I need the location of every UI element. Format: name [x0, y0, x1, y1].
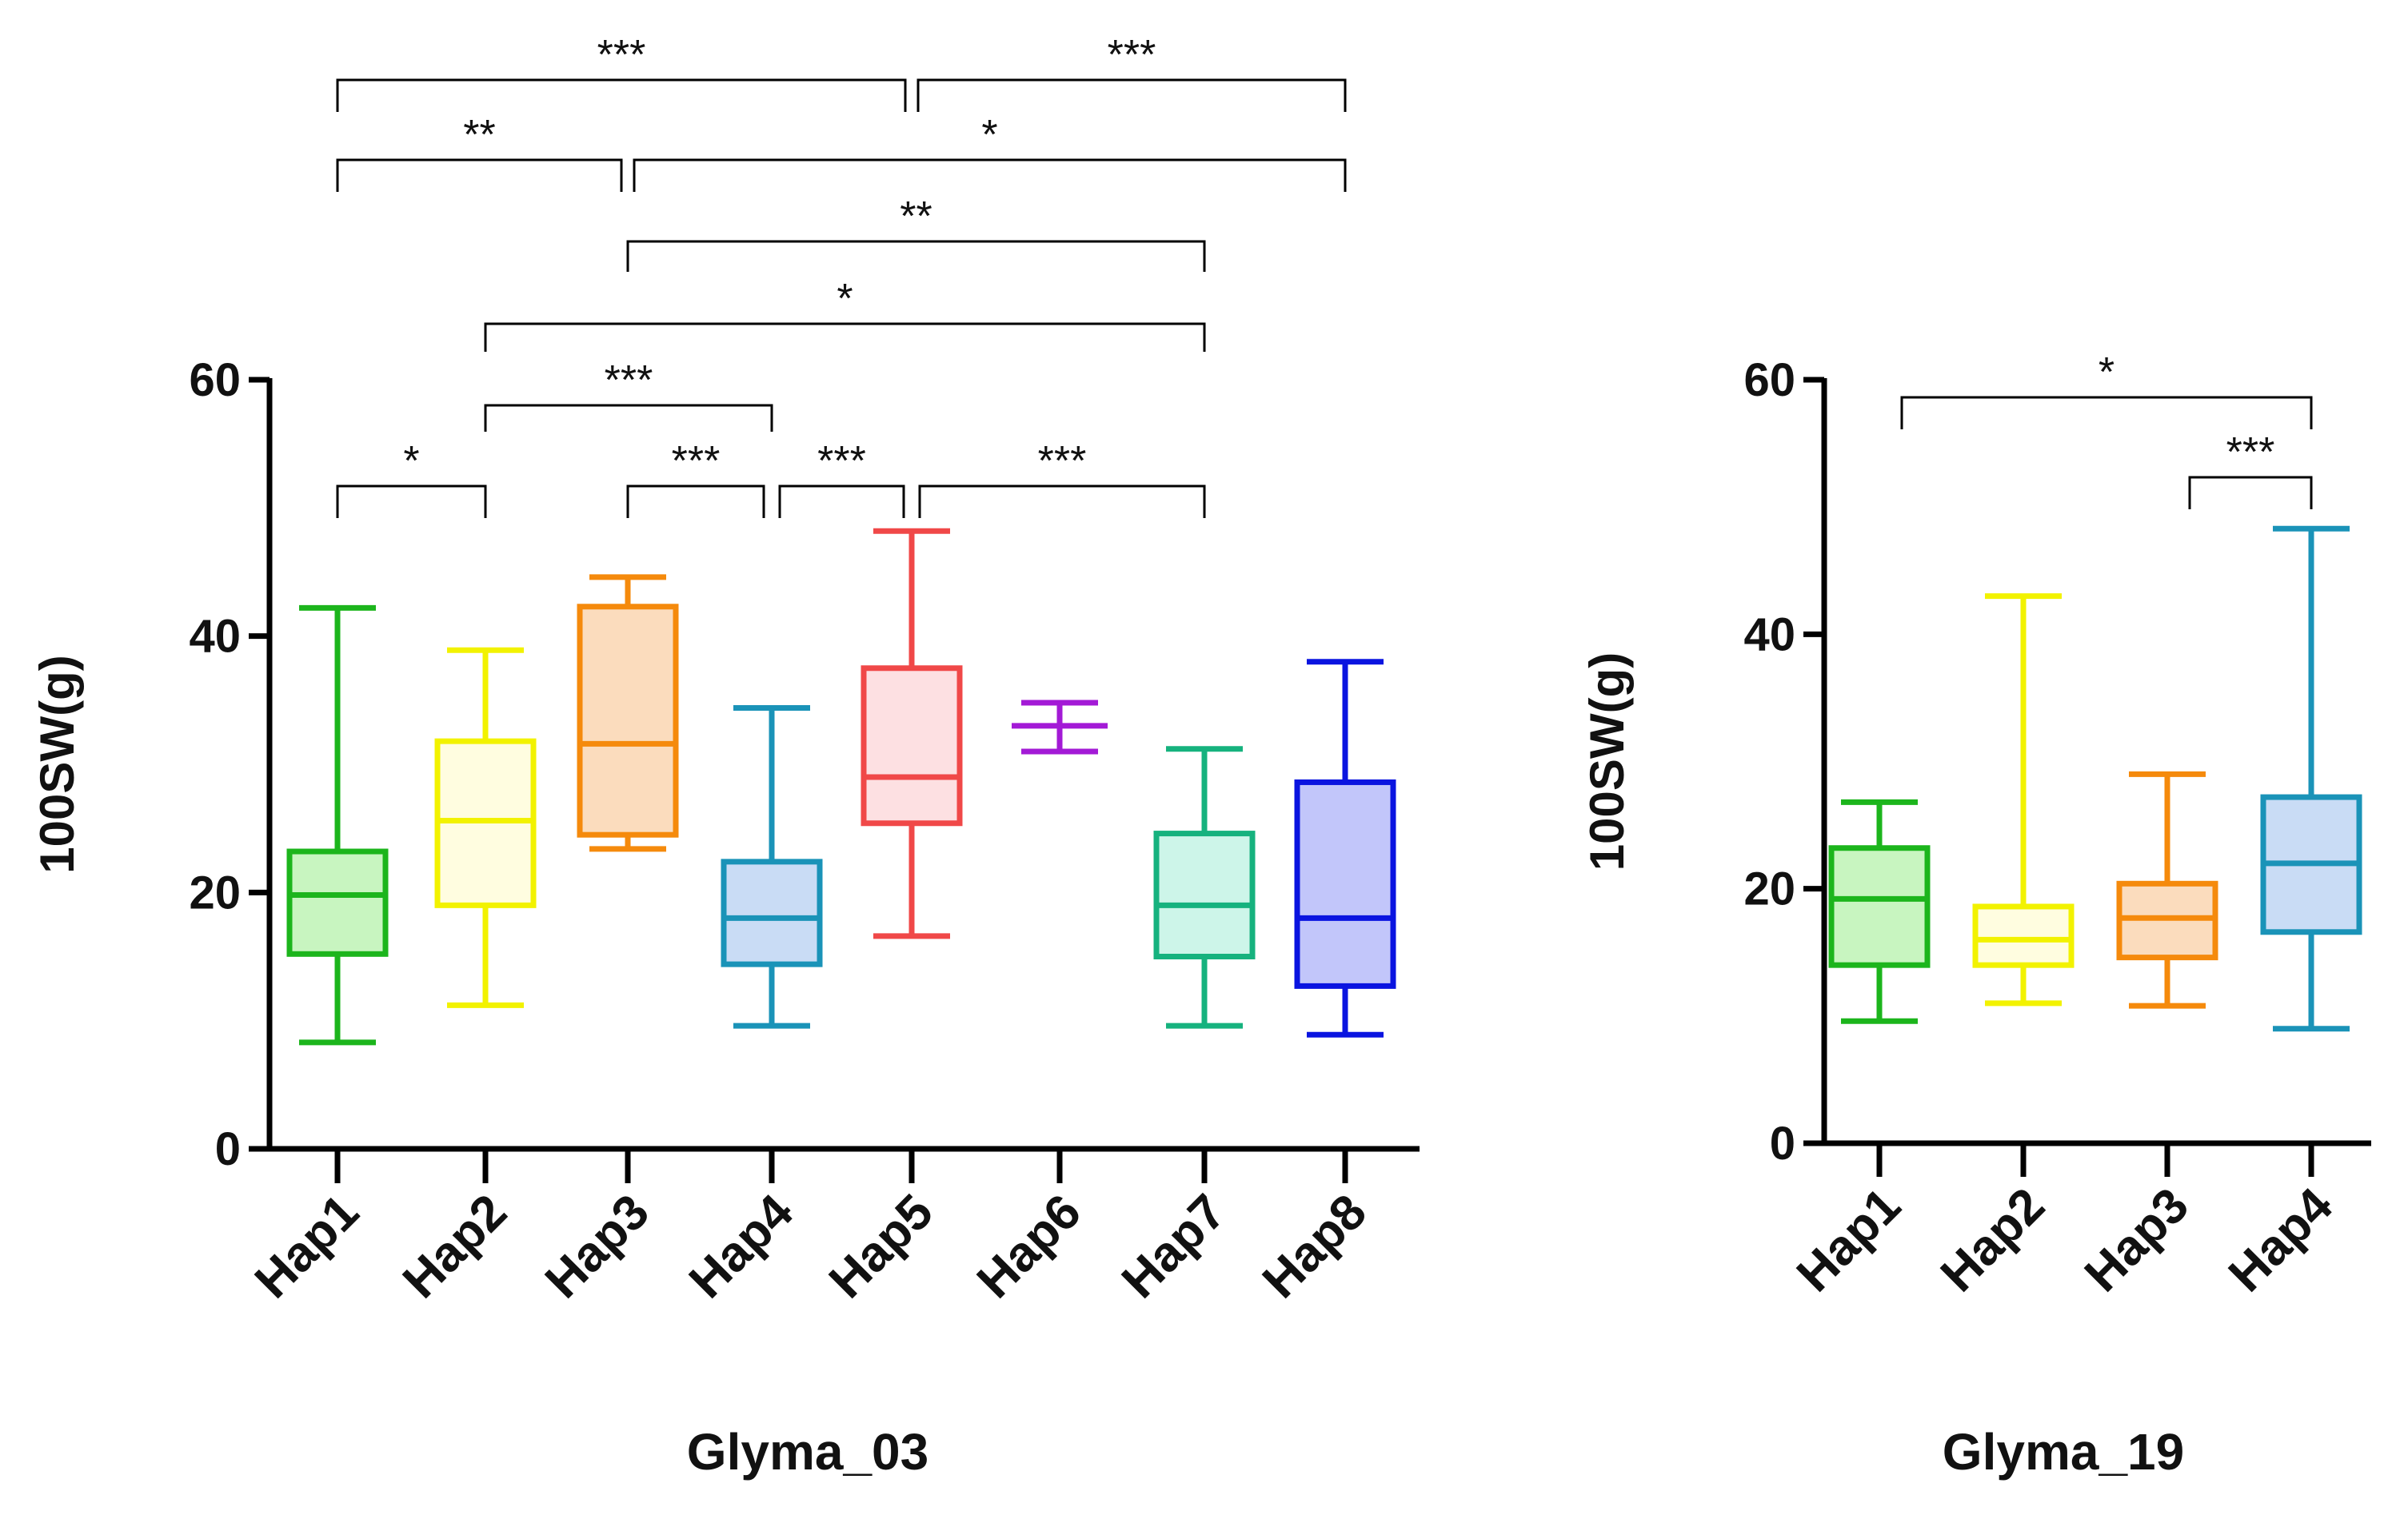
x-tick-label: Hap2: [393, 1184, 517, 1309]
significance-label: *: [837, 276, 853, 322]
panel-glyma_19: 0 20 40 60 100SW(g) Hap1 Hap2 Hap3 Hap4 Glyma_19 *…: [1580, 349, 2371, 1481]
box-iqr: [1828, 845, 1931, 968]
y-tick-label: 60: [189, 354, 241, 406]
significance-label: ***: [597, 32, 646, 78]
box-iqr: [1153, 831, 1256, 959]
x-tick-label: Hap1: [1787, 1178, 1911, 1302]
y-axis-title: 100SW(g): [1580, 652, 1634, 871]
x-tick-label: Hap7: [1112, 1184, 1236, 1309]
significance-bracket: ***: [918, 438, 1206, 518]
bracket-line: [2188, 476, 2313, 509]
box-iqr: [1294, 779, 1396, 989]
x-tick-label: Hap3: [2075, 1178, 2199, 1302]
x-tick-label: Hap5: [819, 1184, 944, 1309]
significance-label: *: [2099, 349, 2114, 396]
box-hap7: [1153, 746, 1256, 1029]
y-tick-label: 0: [1770, 1118, 1795, 1170]
significance-label: ***: [672, 438, 721, 484]
box-hap6: [1012, 700, 1108, 755]
significance-label: **: [463, 112, 495, 158]
significance-bracket: ***: [916, 32, 1347, 112]
box-iqr: [721, 859, 823, 967]
x-axis-title: Glyma_03: [687, 1423, 928, 1481]
box-iqr: [1972, 903, 2075, 968]
bracket-line: [778, 484, 905, 518]
box-hap8: [1294, 659, 1396, 1038]
x-axis-title: Glyma_19: [1943, 1423, 2184, 1481]
y-tick-label: 60: [1743, 354, 1795, 406]
significance-bracket: *: [633, 112, 1347, 192]
bracket-line: [918, 484, 1206, 518]
significance-label: ***: [605, 357, 653, 404]
significance-bracket: *: [1900, 349, 2313, 429]
x-tick-label: Hap6: [967, 1184, 1092, 1309]
box-hap4: [721, 704, 823, 1029]
bracket-line: [336, 158, 623, 192]
significance-label: ***: [2226, 429, 2275, 476]
y-tick-label: 20: [1743, 863, 1795, 915]
bracket-line: [484, 404, 773, 432]
bracket-line: [484, 322, 1206, 352]
significance-label: **: [900, 193, 932, 240]
y-tick-label: 40: [1743, 608, 1795, 660]
x-tick-label: Hap4: [679, 1184, 804, 1309]
significance-bracket: ***: [626, 438, 765, 518]
bracket-line: [1900, 396, 2313, 429]
significance-label: ***: [817, 438, 866, 484]
x-tick-label: Hap3: [535, 1184, 660, 1309]
significance-label: *: [981, 112, 997, 158]
x-tick-label: Hap8: [1252, 1184, 1377, 1309]
bracket-line: [626, 240, 1206, 272]
y-tick-label: 40: [189, 611, 241, 663]
box-hap2: [1972, 593, 2075, 1007]
box-hap3: [2116, 771, 2218, 1009]
significance-label: ***: [1108, 32, 1156, 78]
x-tick-label: Hap1: [245, 1184, 369, 1309]
significance-label: ***: [1038, 438, 1087, 484]
y-tick-label: 20: [189, 867, 241, 919]
bracket-line: [626, 484, 765, 518]
significance-bracket: **: [336, 112, 623, 192]
box-iqr: [577, 604, 679, 838]
x-tick-label: Hap2: [1931, 1178, 2055, 1302]
y-tick-label: 0: [215, 1123, 241, 1175]
box-iqr: [286, 848, 389, 957]
significance-bracket: **: [626, 193, 1206, 272]
significance-bracket: ***: [2188, 429, 2313, 509]
box-hap2: [434, 647, 537, 1008]
bracket-line: [336, 78, 907, 112]
bracket-line: [633, 158, 1347, 192]
bracket-line: [916, 78, 1347, 112]
significance-bracket: ***: [484, 357, 773, 432]
significance-bracket: *: [484, 276, 1206, 352]
box-hap5: [861, 528, 963, 939]
significance-label: *: [403, 438, 419, 484]
significance-bracket: *: [336, 438, 487, 518]
box-hap3: [577, 574, 679, 852]
box-hap4: [2260, 525, 2362, 1032]
significance-bracket: ***: [336, 32, 907, 112]
box-hap1: [1828, 799, 1931, 1024]
y-axis-title: 100SW(g): [30, 655, 84, 873]
box-hap1: [286, 604, 389, 1046]
bracket-line: [336, 484, 487, 518]
significance-bracket: ***: [778, 438, 905, 518]
box-iqr: [861, 665, 963, 827]
x-tick-label: Hap4: [2218, 1178, 2343, 1302]
